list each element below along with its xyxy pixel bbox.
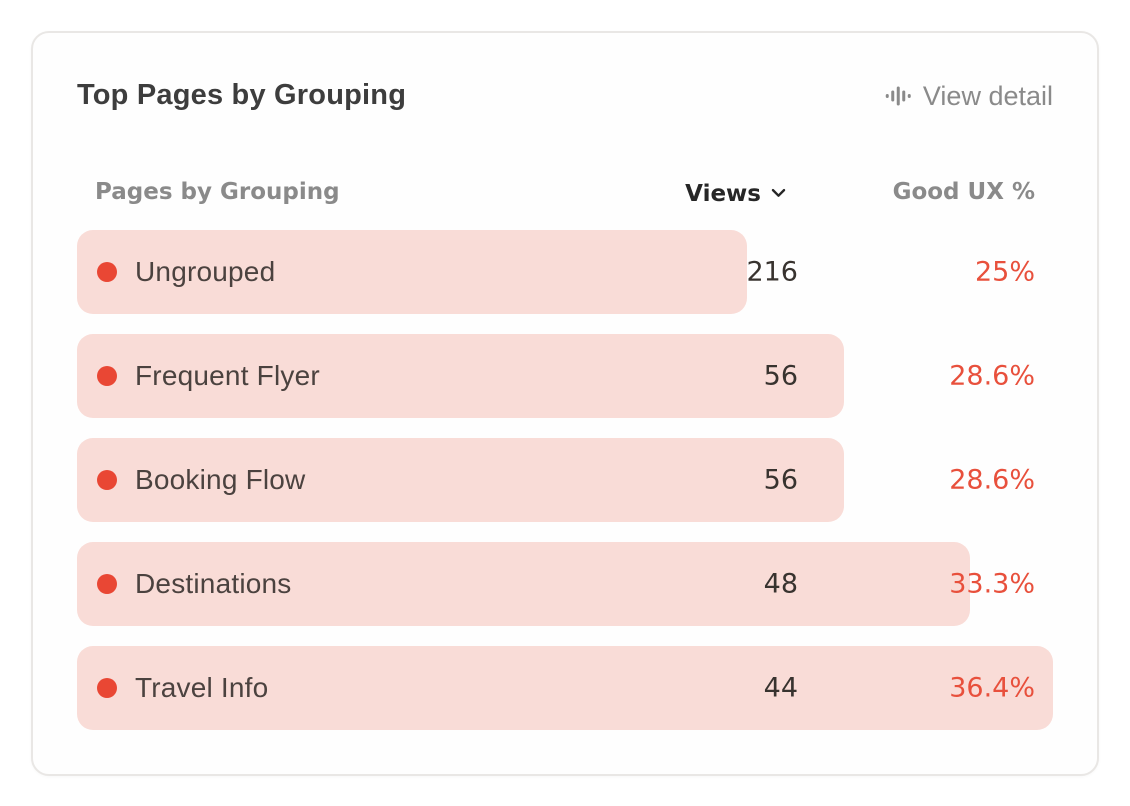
row-good-ux-value: 33.3% [949, 568, 1035, 600]
row-label: Ungrouped [135, 256, 276, 287]
ux-bar [77, 334, 844, 418]
rows-container: Ungrouped 216 25% Frequent Flyer 56 28.6… [77, 230, 1053, 730]
column-header-views[interactable]: Views [685, 179, 788, 208]
row-good-ux-value: 25% [974, 256, 1035, 288]
row-label: Destinations [135, 568, 292, 599]
column-header-pages-by-grouping[interactable]: Pages by Grouping [95, 179, 340, 205]
ux-bar [77, 542, 970, 626]
row-views-value: 216 [746, 256, 798, 288]
row-views-value: 48 [763, 568, 798, 600]
table-row[interactable]: Ungrouped 216 25% [77, 230, 1053, 314]
row-good-ux-value: 28.6% [949, 464, 1035, 496]
row-views-value: 44 [763, 672, 798, 704]
row-good-ux-value: 28.6% [949, 360, 1035, 392]
table-row[interactable]: Travel Info 44 36.4% [77, 646, 1053, 730]
row-views-value: 56 [763, 360, 798, 392]
table-header-row: Pages by Grouping Views Good UX % [77, 179, 1053, 209]
top-pages-card: Top Pages by Grouping View detail Pages … [31, 31, 1099, 776]
ux-bar [77, 646, 1053, 730]
row-label: Travel Info [135, 672, 269, 703]
table-row[interactable]: Destinations 48 33.3% [77, 542, 1053, 626]
table-row[interactable]: Booking Flow 56 28.6% [77, 438, 1053, 522]
equalizer-icon [883, 81, 913, 111]
series-dot-icon [97, 262, 117, 282]
table-row[interactable]: Frequent Flyer 56 28.6% [77, 334, 1053, 418]
view-detail-label: View detail [922, 81, 1053, 111]
chevron-down-icon [769, 182, 788, 208]
row-label: Booking Flow [135, 464, 306, 495]
card-header: Top Pages by Grouping View detail [77, 79, 1053, 117]
row-good-ux-value: 36.4% [949, 672, 1035, 704]
view-detail-button[interactable]: View detail [883, 79, 1053, 113]
card-title: Top Pages by Grouping [77, 79, 407, 111]
row-label: Frequent Flyer [135, 360, 320, 391]
series-dot-icon [97, 470, 117, 490]
ux-bar [77, 230, 748, 314]
ux-bar [77, 438, 844, 522]
views-header-label: Views [685, 180, 761, 207]
row-views-value: 56 [763, 464, 798, 496]
series-dot-icon [97, 366, 117, 386]
column-header-good-ux[interactable]: Good UX % [892, 179, 1035, 205]
series-dot-icon [97, 574, 117, 594]
series-dot-icon [97, 678, 117, 698]
